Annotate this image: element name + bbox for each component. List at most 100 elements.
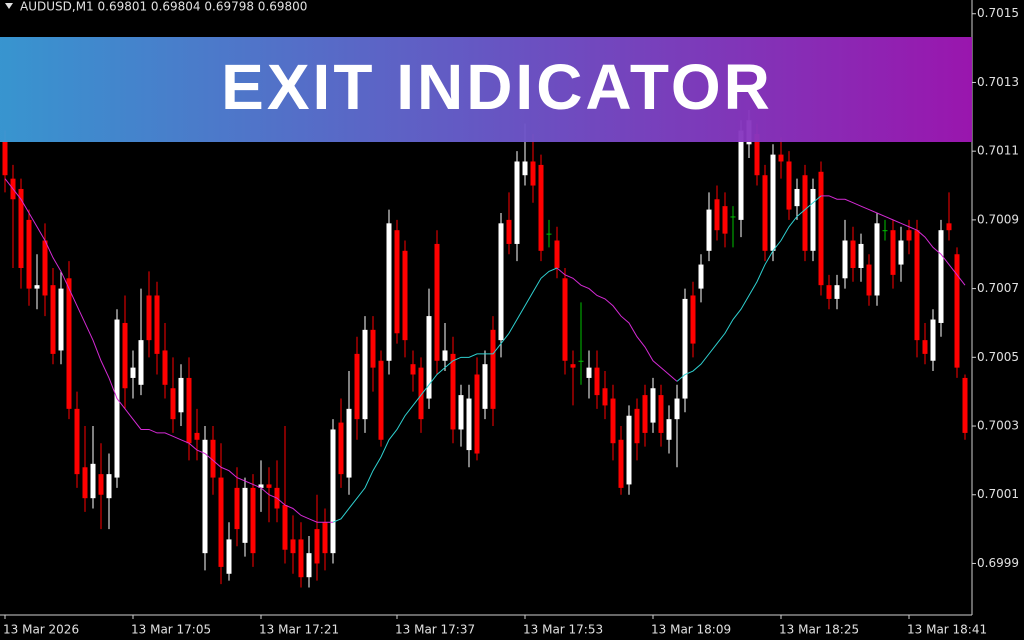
candle-body: [882, 230, 888, 232]
candle-body: [290, 539, 296, 554]
candle-body: [514, 161, 520, 244]
candle-body: [666, 419, 672, 440]
candle-body: [682, 298, 688, 399]
candle-body: [122, 322, 128, 389]
candle-body: [386, 223, 392, 361]
candle-body: [106, 474, 112, 499]
candle-body: [322, 522, 328, 554]
candle-body: [370, 329, 376, 368]
x-tick-label: 13 Mar 18:25: [779, 623, 859, 637]
candle-body: [538, 164, 544, 251]
banner: [0, 37, 972, 142]
candle-body: [490, 329, 496, 409]
x-tick-label: 13 Mar 17:21: [259, 623, 339, 637]
candle-body: [738, 130, 744, 220]
candle-body: [58, 288, 64, 351]
candle-body: [162, 350, 168, 385]
candle-body: [18, 188, 24, 268]
candle-body: [754, 133, 760, 176]
exit-indicator-line: [332, 267, 558, 523]
candle-body: [834, 285, 840, 299]
candle-body: [522, 161, 528, 176]
candle-body: [658, 395, 664, 433]
y-tick-label: 0.6999: [977, 556, 1019, 570]
candle-body: [890, 230, 896, 275]
candle-body: [394, 230, 400, 334]
candle-body: [770, 154, 776, 251]
candle-body: [914, 230, 920, 341]
candle-body: [138, 340, 144, 385]
candle-body: [338, 422, 344, 475]
candle-body: [210, 439, 216, 478]
candle-body: [562, 278, 568, 361]
candle-body: [410, 364, 416, 375]
candle-body: [530, 161, 536, 186]
candle-body: [762, 175, 768, 251]
candle-body: [82, 467, 88, 499]
x-tick-label: 13 Mar 17:53: [523, 623, 603, 637]
candle-body: [242, 487, 248, 543]
candle-body: [818, 171, 824, 286]
candle-body: [954, 254, 960, 368]
candle-body: [282, 505, 288, 550]
candle-body: [722, 206, 728, 234]
candle-body: [634, 408, 640, 444]
candle-body: [426, 316, 432, 399]
candle-body: [714, 199, 720, 231]
x-tick-label: 13 Mar 17:37: [395, 623, 475, 637]
candle-body: [706, 209, 712, 251]
candle-body: [42, 240, 48, 296]
candle-body: [90, 463, 96, 499]
candle-body: [642, 395, 648, 433]
candle-body: [170, 388, 176, 420]
x-tick-label: 13 Mar 18:09: [651, 623, 731, 637]
candle-body: [362, 329, 368, 420]
y-tick-label: 0.7013: [977, 75, 1019, 89]
candle-body: [594, 367, 600, 396]
candle-body: [674, 398, 680, 420]
exit-indicator-line: [556, 267, 678, 382]
candle-body: [794, 188, 800, 207]
y-tick-label: 0.7009: [977, 212, 1019, 226]
plot-area: [2, 109, 968, 588]
candle-body: [810, 188, 816, 251]
candle-body: [298, 539, 304, 578]
x-tick-label: 13 Mar 2026: [3, 623, 79, 637]
candle-body: [154, 295, 160, 354]
candle-body: [690, 295, 696, 344]
candle-body: [130, 367, 136, 378]
candle-body: [450, 353, 456, 430]
candle-body: [306, 553, 312, 578]
exit-indicator-line: [4, 178, 333, 523]
y-tick-label: 0.7015: [977, 6, 1019, 20]
candle-body: [802, 175, 808, 251]
candle-body: [330, 429, 336, 554]
candle-body: [178, 377, 184, 413]
candle-body: [418, 367, 424, 420]
candle-body: [906, 230, 912, 241]
candle-body: [858, 243, 864, 268]
candle-body: [354, 353, 360, 420]
candle-body: [458, 395, 464, 430]
candle-body: [202, 439, 208, 554]
candle-body: [546, 233, 552, 235]
y-tick-label: 0.7005: [977, 350, 1019, 364]
candle-body: [218, 477, 224, 567]
candle-body: [778, 154, 784, 162]
candle-body: [186, 377, 192, 444]
candle-body: [258, 484, 264, 488]
candle-body: [226, 539, 232, 574]
candle-body: [962, 377, 968, 433]
candle-body: [650, 388, 656, 423]
candle-body: [554, 240, 560, 268]
candle-body: [874, 223, 880, 296]
chart-header: AUDUSD,M1 0.69801 0.69804 0.69798 0.6980…: [20, 0, 307, 14]
candle-body: [250, 487, 256, 554]
candle-body: [866, 264, 872, 296]
candle-body: [618, 439, 624, 488]
candle-body: [26, 219, 32, 289]
y-tick-label: 0.7007: [977, 281, 1019, 295]
candle-body: [570, 364, 576, 368]
exit-indicator-line: [821, 195, 966, 286]
